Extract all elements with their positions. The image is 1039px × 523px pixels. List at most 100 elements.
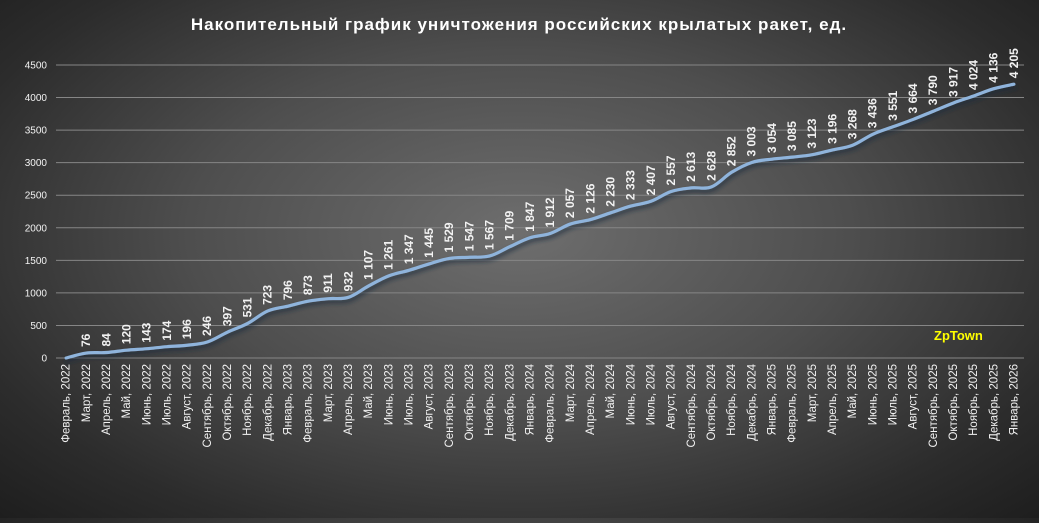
x-tick-label: Февраль, 2022 (61, 364, 73, 443)
y-tick-label: 2000 (25, 223, 48, 234)
data-label: 531 (241, 297, 255, 317)
data-point (327, 297, 330, 300)
data-label: 3 436 (866, 98, 880, 128)
data-label: 796 (281, 280, 295, 300)
x-tick-label: Июль, 2023 (403, 364, 415, 425)
x-tick-label: Февраль, 2023 (303, 364, 315, 443)
data-label: 397 (220, 306, 234, 326)
data-point (468, 256, 471, 259)
series-line-path (64, 82, 1016, 360)
data-label: 2 628 (704, 151, 718, 181)
data-point (206, 340, 209, 344)
data-point (932, 110, 935, 113)
y-tick-label: 4000 (25, 93, 48, 104)
data-label: 2 613 (684, 152, 698, 182)
data-label: 120 (120, 324, 134, 344)
data-point (891, 125, 895, 128)
data-label: 4 136 (987, 52, 1001, 82)
data-label: 723 (261, 285, 275, 305)
data-label: 4 205 (1007, 48, 1021, 78)
data-label: 2 230 (604, 176, 618, 206)
y-tick-label: 1000 (25, 288, 48, 299)
data-label: 143 (140, 322, 154, 342)
data-point (427, 262, 431, 266)
y-tick-label: 2500 (25, 191, 48, 202)
data-label: 2 057 (563, 188, 577, 218)
data-point (165, 345, 169, 348)
data-label: 246 (200, 316, 214, 336)
data-label: 2 333 (624, 170, 638, 200)
data-label: 2 407 (644, 165, 658, 195)
data-label: 1 445 (422, 228, 436, 258)
data-point (770, 157, 774, 161)
x-tick-label: Февраль, 2024 (545, 363, 557, 442)
watermark-label: ZpTown (934, 328, 983, 343)
x-tick-label: Январь, 2026 (1008, 364, 1020, 435)
data-label: 3 054 (765, 123, 779, 153)
data-point (710, 185, 713, 189)
data-point (952, 101, 955, 105)
data-point (548, 232, 552, 235)
x-tick-label: Январь, 2024 (524, 363, 536, 435)
x-tick-label: Май, 2023 (363, 364, 375, 419)
data-point (226, 330, 229, 334)
data-label: 1 912 (543, 197, 557, 227)
data-labels: 76 84 120 143 174 196 246 397 531 723 796 873 911 932… (79, 48, 1021, 347)
gridlines (56, 64, 1024, 359)
data-label: 1 261 (382, 240, 396, 270)
data-point (569, 222, 572, 226)
x-tick-label: Декабрь, 2022 (262, 364, 274, 441)
data-label: 911 (321, 273, 335, 293)
data-point (528, 236, 532, 239)
data-point (972, 94, 975, 98)
x-tick-label: Октябрь, 2025 (948, 364, 960, 441)
data-label: 873 (301, 275, 315, 295)
data-point (790, 155, 794, 159)
data-point (105, 351, 108, 354)
x-tick-label: Сентябрь, 2024 (686, 363, 698, 447)
x-tick-label: Апрель, 2025 (827, 364, 839, 435)
x-tick-label: Ноябрь, 2024 (726, 363, 738, 435)
data-point (871, 133, 874, 136)
x-tick-label: Октябрь, 2024 (706, 363, 718, 440)
data-point (407, 269, 411, 272)
data-point (851, 144, 854, 147)
data-point (629, 204, 632, 208)
x-tick-label: Июнь, 2023 (383, 364, 395, 425)
data-label: 3 917 (946, 67, 960, 97)
data-point (387, 274, 390, 278)
x-tick-label: Сентябрь, 2023 (444, 364, 456, 448)
data-label: 2 557 (664, 155, 678, 185)
x-tick-label: Март, 2025 (807, 364, 819, 422)
data-label: 1 347 (402, 234, 416, 264)
x-axis: Февраль, 2022 Март, 2022 Апрель, 2022 Май, … (61, 363, 1021, 447)
data-label: 1 529 (442, 222, 456, 252)
data-point (286, 304, 290, 308)
data-label: 3 268 (846, 109, 860, 139)
x-tick-label: Октябрь, 2023 (464, 364, 476, 441)
x-tick-label: Декабрь, 2025 (988, 364, 1000, 441)
y-tick-label: 0 (41, 354, 47, 365)
data-point (811, 153, 814, 156)
series-line (64, 82, 1016, 360)
data-point (145, 347, 148, 350)
data-label: 2 852 (725, 136, 739, 166)
data-point (992, 87, 995, 90)
x-tick-label: Ноябрь, 2025 (968, 364, 980, 436)
data-point (831, 148, 834, 152)
x-tick-label: Март, 2022 (81, 364, 93, 422)
x-tick-label: Февраль, 2025 (787, 364, 799, 443)
data-label: 1 709 (503, 210, 517, 240)
x-tick-label: Июнь, 2022 (141, 364, 153, 425)
data-label: 174 (160, 320, 174, 340)
x-tick-label: Декабрь, 2023 (504, 364, 516, 441)
y-axis: 0 500 1000 1500 2000 2500 3000 3500 4000 4500 (25, 61, 48, 365)
x-tick-label: Май, 2024 (605, 363, 617, 418)
x-tick-label: Апрель, 2022 (101, 364, 113, 435)
data-label: 196 (180, 319, 194, 339)
data-label: 1 547 (462, 221, 476, 251)
data-point (649, 200, 653, 203)
data-point (246, 322, 249, 325)
data-point (911, 118, 915, 121)
